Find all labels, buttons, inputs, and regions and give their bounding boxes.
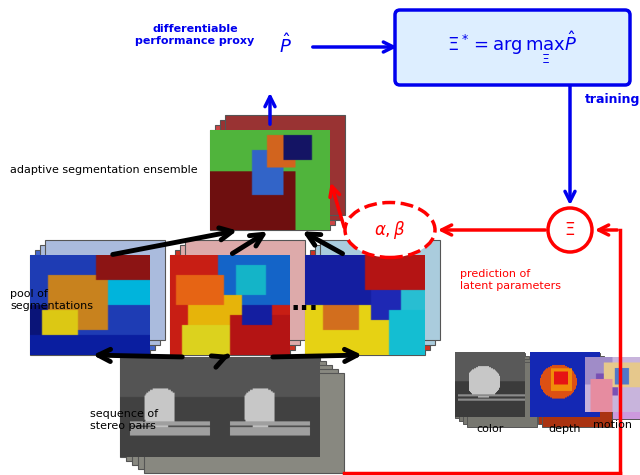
Bar <box>215 125 335 225</box>
Bar <box>455 352 525 418</box>
Bar <box>175 250 295 350</box>
Bar <box>530 352 600 418</box>
Text: motion: motion <box>593 419 632 429</box>
Bar <box>305 255 425 355</box>
Text: ...: ... <box>291 291 319 315</box>
Bar <box>35 250 155 350</box>
Bar <box>220 120 340 220</box>
Bar <box>459 355 529 420</box>
Bar <box>310 250 430 350</box>
Bar <box>120 357 320 457</box>
Bar <box>30 255 150 355</box>
Text: color: color <box>476 425 504 435</box>
Bar <box>170 255 290 355</box>
Bar <box>210 130 330 230</box>
Text: prediction of
latent parameters: prediction of latent parameters <box>460 269 561 291</box>
Bar <box>138 369 338 469</box>
Bar <box>315 245 435 345</box>
Bar <box>584 358 639 412</box>
Text: training: training <box>585 94 640 106</box>
Bar <box>593 363 640 418</box>
Bar <box>320 240 440 340</box>
Text: $\Xi$: $\Xi$ <box>564 221 575 239</box>
Bar <box>126 361 326 461</box>
Text: differentiable
performance proxy: differentiable performance proxy <box>136 24 255 46</box>
Bar <box>463 359 533 424</box>
Bar <box>534 355 604 420</box>
Text: $\hat{P}$: $\hat{P}$ <box>278 33 291 57</box>
Bar <box>180 245 300 345</box>
Bar <box>45 240 165 340</box>
Bar <box>542 361 612 427</box>
Bar <box>467 361 537 427</box>
Text: $\alpha, \beta$: $\alpha, \beta$ <box>374 219 406 241</box>
Bar <box>144 373 344 473</box>
Text: $\Xi^* = \arg\max_{\Xi}\hat{P}$: $\Xi^* = \arg\max_{\Xi}\hat{P}$ <box>447 29 577 66</box>
Text: depth: depth <box>548 425 581 435</box>
FancyBboxPatch shape <box>395 10 630 85</box>
Text: pool of
segmentations: pool of segmentations <box>10 289 93 311</box>
Text: sequence of
stereo pairs: sequence of stereo pairs <box>90 409 158 431</box>
Bar <box>225 115 345 215</box>
Circle shape <box>548 208 592 252</box>
Bar <box>589 361 640 416</box>
Bar <box>538 359 608 424</box>
Bar <box>132 365 332 465</box>
Text: adaptive segmentation ensemble: adaptive segmentation ensemble <box>10 165 198 175</box>
Bar <box>40 245 160 345</box>
Ellipse shape <box>345 202 435 257</box>
Bar <box>185 240 305 340</box>
